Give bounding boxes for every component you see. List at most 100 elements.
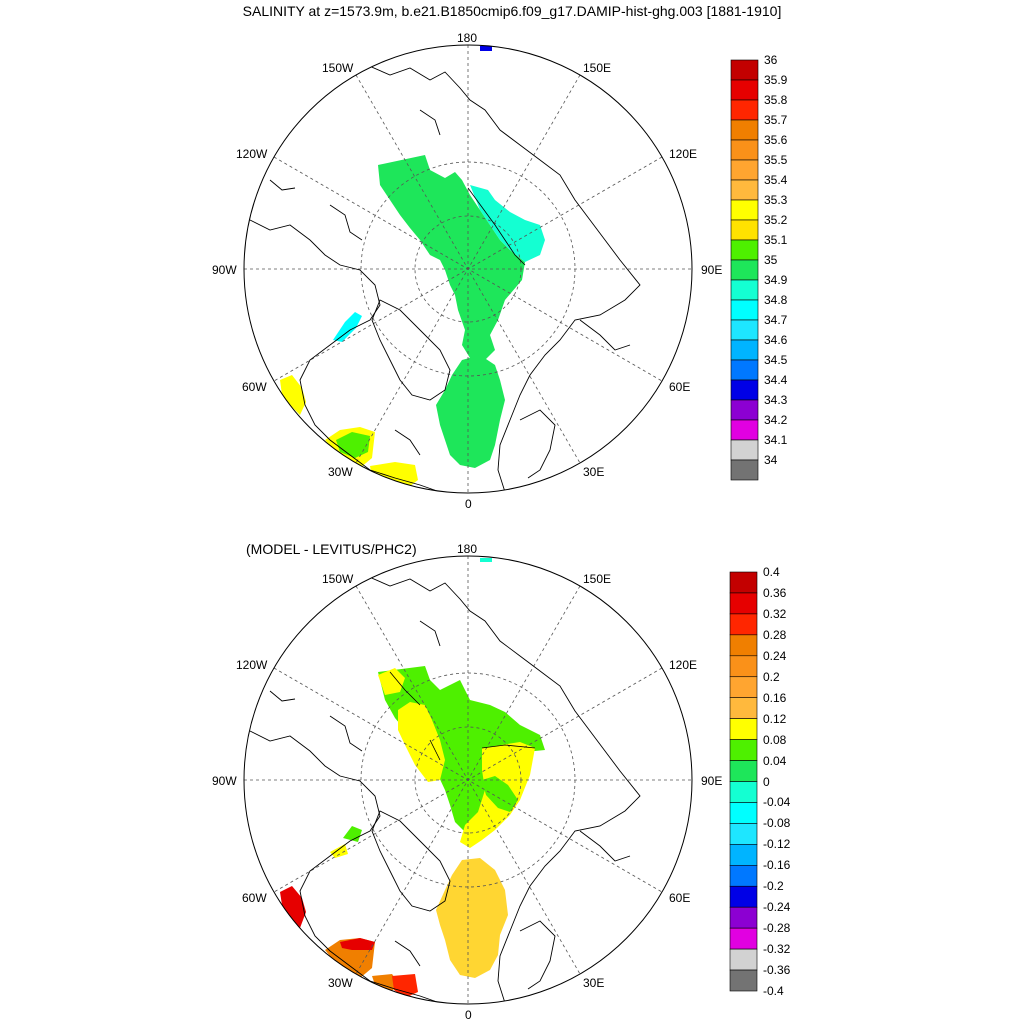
top-colorbar-swatch-14 [730,339,759,361]
bottom-colorbar-swatch-14 [729,864,758,887]
bottom-colorbar-label: -0.36 [763,963,791,978]
top-colorbar-swatch-5 [730,159,759,181]
bottom-colorbar [729,571,758,992]
top-field-green-main [378,155,525,360]
top-colorbar-label: 34.9 [764,273,788,287]
top-colorbar-swatch-20 [730,459,759,481]
bottom-colorbar-label: 0.36 [763,585,787,600]
bottom-colorbar-swatch-6 [729,697,758,719]
bot-field-red-a [280,886,306,928]
top-colorbar-swatch-11 [730,279,759,301]
bot-lon-label-30w: 30W [328,976,353,990]
bottom-colorbar-label: -0.2 [763,879,784,894]
bottom-colorbar-swatch-0 [729,571,758,594]
bot-lon-label-90e: 90E [701,774,723,788]
bottom-colorbar-label: 0.04 [763,753,787,768]
top-colorbar-swatch-9 [730,239,759,261]
bottom-colorbar-label: -0.04 [763,795,791,810]
bottom-colorbar-swatch-2 [729,613,758,636]
bottom-colorbar-swatch-15 [729,885,758,908]
top-lon-label-30e: 30E [583,465,605,479]
top-lon-label-30w: 30W [328,465,353,479]
bottom-colorbar-swatch-11 [729,802,758,824]
bottom-colorbar-label: -0.08 [763,816,791,831]
top-lon-label-120w: 120W [236,147,268,161]
top-colorbar-label: 34.4 [764,373,788,387]
top-colorbar-swatch-19 [730,439,759,461]
top-colorbar-label: 34.2 [764,413,788,427]
bottom-colorbar-swatch-16 [729,906,758,929]
bot-lon-label-30e: 30E [583,976,605,990]
top-colorbar-swatch-10 [730,259,759,281]
bot-field-yellow-b [378,668,405,695]
bot-field-red-c [392,974,418,998]
bot-lon-label-120w: 120W [236,658,268,672]
top-colorbar-label: 35.5 [764,153,788,167]
figure-title: SALINITY at z=1573.9m, b.e21.B1850cmip6.… [242,3,782,19]
top-colorbar-swatch-2 [730,99,759,121]
top-polar-map [243,44,693,494]
top-colorbar-label: 35.9 [764,73,788,87]
bot-lon-label-150w: 150W [322,572,354,586]
bot-coastlines [249,570,641,1004]
top-lon-label-60e: 60E [669,380,691,394]
top-colorbar-swatch-1 [730,79,759,101]
top-map-boundary [243,44,693,494]
bot-field-yellow-west [330,844,348,858]
top-colorbar-label: 34.7 [764,313,788,327]
top-colorbar-label: 35.4 [764,173,788,187]
bottom-map-boundary [243,555,693,1005]
bottom-colorbar-swatch-9 [729,760,758,782]
bottom-colorbar-swatch-13 [729,844,758,866]
top-colorbar-swatch-16 [730,379,759,401]
top-lon-label-60w: 60W [242,380,267,394]
top-colorbar-swatch-0 [730,59,759,81]
bottom-colorbar-label: -0.28 [763,921,791,936]
top-colorbar-label: 34.8 [764,293,788,307]
top-colorbar-swatch-8 [730,219,759,241]
bottom-colorbar-label: -0.16 [763,858,791,873]
top-colorbar-label: 35.8 [764,93,788,107]
top-field-green-b [336,432,370,458]
bottom-colorbar-label: -0.4 [763,984,784,998]
top-colorbar-swatch-17 [730,399,759,421]
bottom-colorbar-swatch-3 [729,634,758,657]
bottom-colorbar-label: 0.12 [763,711,787,726]
top-colorbar-label: 34.6 [764,333,788,347]
bottom-colorbar-label: 0.28 [763,627,787,642]
top-colorbar-label: 35.7 [764,113,788,127]
top-coastlines [249,59,641,493]
top-colorbar [730,59,759,481]
bottom-polar-map [243,555,693,1005]
difference-panel-title: (MODEL - LEVITUS/PHC2) [246,541,417,557]
bot-lon-label-120e: 120E [669,658,698,672]
bot-field-gold-south [436,858,508,978]
bot-field-green-inset [482,776,518,812]
bottom-colorbar-label: -0.32 [763,942,791,957]
top-colorbar-label: 35 [764,253,778,267]
top-field-yellow-a [280,375,306,415]
bottom-colorbar-swatch-1 [729,592,758,615]
bottom-colorbar-label: 0.4 [763,565,780,579]
bottom-colorbar-label: 0.24 [763,648,787,663]
bot-field-red-b [340,938,375,950]
top-colorbar-label: 35.1 [764,233,788,247]
top-colorbar-label: 35.6 [764,133,788,147]
top-colorbar-swatch-7 [730,199,759,221]
top-lon-label-0: 0 [465,497,472,511]
top-colorbar-label: 34.1 [764,433,788,447]
top-lon-label-90e: 90E [701,263,723,277]
top-field-cyan-west [333,312,362,342]
bottom-colorbar-label: 0 [763,774,770,789]
bot-field-yellow-a [398,702,445,782]
top-field-green-south [436,355,505,468]
bottom-colorbar-swatch-7 [729,718,758,740]
bot-lon-label-150e: 150E [583,572,612,586]
bottom-colorbar-swatch-18 [729,948,758,971]
top-graticule [244,45,692,493]
top-colorbar-swatch-13 [730,319,759,341]
bot-lon-label-180: 180 [457,542,478,556]
bottom-colorbar-swatch-19 [729,969,758,992]
top-lon-label-120e: 120E [669,147,698,161]
bottom-colorbar-swatch-12 [729,823,758,845]
